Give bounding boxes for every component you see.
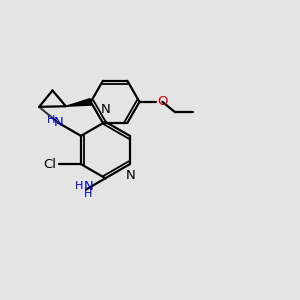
Text: N: N	[53, 116, 63, 129]
Text: N: N	[84, 180, 93, 193]
Text: H: H	[47, 115, 56, 125]
Polygon shape	[66, 99, 91, 106]
Text: Cl: Cl	[43, 158, 56, 171]
Text: N: N	[126, 169, 135, 182]
Text: H: H	[84, 189, 93, 199]
Text: O: O	[157, 95, 168, 108]
Text: H: H	[75, 181, 84, 191]
Text: N: N	[101, 103, 111, 116]
